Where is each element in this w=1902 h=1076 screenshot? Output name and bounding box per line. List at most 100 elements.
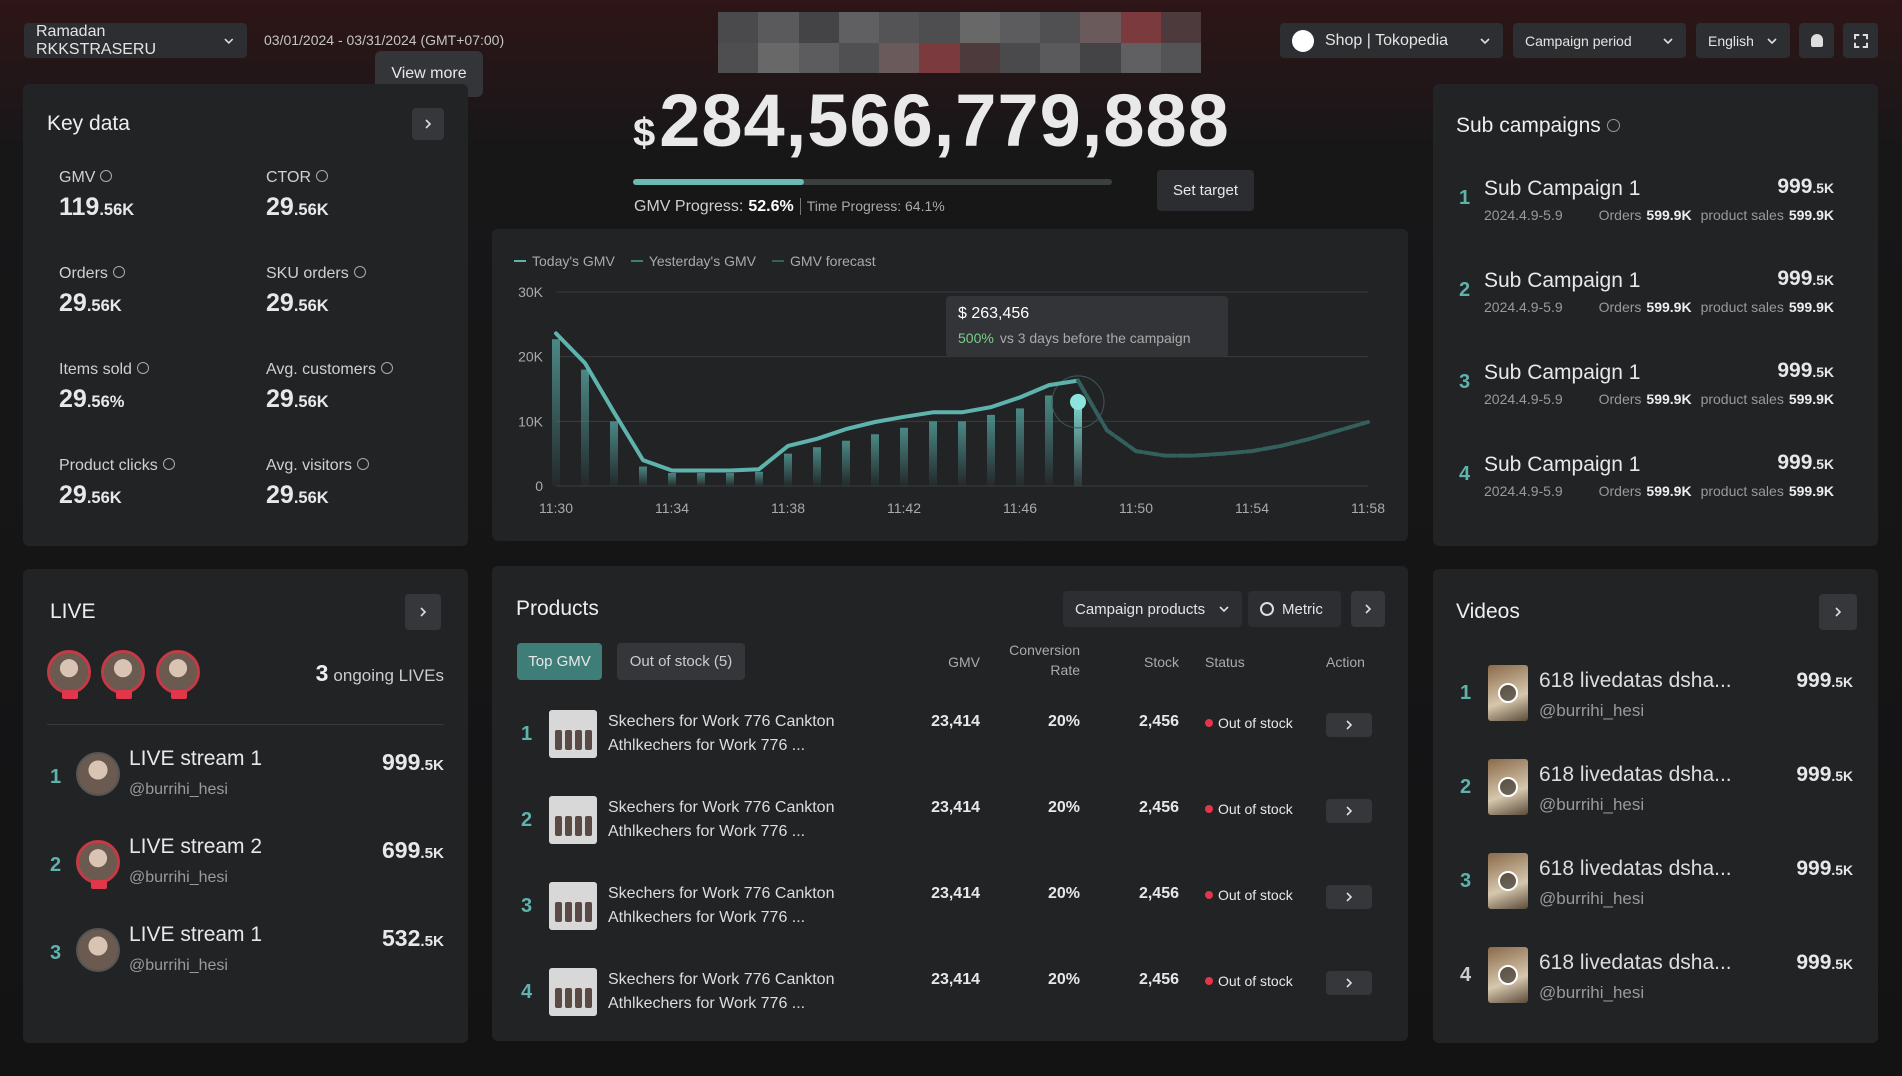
bar [1016, 408, 1024, 486]
metric-value: 29.56% [59, 385, 125, 413]
period-dropdown[interactable]: Campaign period [1513, 23, 1686, 58]
period-label: Campaign period [1525, 32, 1632, 49]
action-button[interactable] [1326, 713, 1372, 737]
rank: 4 [1459, 463, 1471, 485]
bar [1045, 395, 1053, 486]
metric-value: 29.56K [59, 289, 122, 317]
bell-button[interactable] [1799, 23, 1834, 58]
product-gmv: 23,414 [931, 885, 980, 902]
rank: 2 [50, 854, 62, 876]
help-icon [316, 170, 329, 182]
ongoing-count: 3 [315, 660, 329, 686]
bottle [574, 816, 582, 836]
banner-cell [879, 12, 920, 43]
product-name: Skechers for Work 776 Cankton Athlkecher… [608, 971, 835, 1012]
y-tick-label: 20K [518, 349, 544, 365]
legend-swatch [772, 260, 785, 262]
more-button[interactable] [412, 108, 444, 140]
more-button[interactable] [1819, 594, 1857, 630]
banner-cell [959, 12, 1000, 43]
live-badge [91, 880, 107, 889]
x-tick-label: 11:58 [1351, 500, 1385, 516]
metric-label-text: Orders [59, 265, 108, 282]
language-dropdown[interactable]: English [1696, 23, 1790, 58]
avatar [76, 840, 120, 889]
metric-button[interactable]: Metric [1248, 591, 1341, 627]
gmv-progress-value: 52.6% [748, 198, 794, 215]
live-panel: LIVE 3 ongoing LIVEs 1 LIVE stream 1 @burrihi… [23, 569, 468, 1043]
tab-active[interactable]: Top GMV [517, 643, 602, 680]
progress-text: GMV Progress: 52.6% Time Progress: 64.1% [634, 198, 945, 216]
stream-handle: @burrihi_hesi [129, 869, 228, 886]
bottle [574, 988, 582, 1008]
campaign-date: 2024.4.9-5.9 [1484, 483, 1563, 499]
value-decimal: .56K [293, 393, 329, 411]
chevron-icon [1835, 607, 1842, 617]
play-icon [1498, 965, 1518, 985]
gmv-chart-panel: 0 10K 20K 30K 11:30 11:34 11:38 11:42 11:46 11:50… [492, 229, 1408, 541]
panel-title: Videos [1456, 600, 1520, 623]
orders-label: Orders [1598, 207, 1642, 223]
video-thumbnail [1488, 853, 1528, 909]
legend-swatch [514, 260, 526, 262]
campaign-stats: Orders 599.9K product sales 599.9K [1599, 483, 1834, 499]
campaign-date: 2024.4.9-5.9 [1484, 391, 1563, 407]
shop-dropdown[interactable]: Shop | Tokopedia [1280, 23, 1503, 58]
bottle [554, 988, 562, 1008]
x-tick-label: 11:38 [771, 500, 805, 516]
set-target-button[interactable]: Set target [1157, 170, 1254, 211]
bottle [554, 730, 562, 750]
campaign-dropdown[interactable]: Ramadan RKKSTRASERU [24, 23, 247, 58]
y-tick-label: 10K [518, 413, 544, 429]
rank: 1 [1460, 682, 1472, 704]
chevron-path [1219, 606, 1229, 613]
metric-label-text: Items sold [59, 361, 132, 378]
more-button[interactable] [405, 594, 441, 630]
status-text: Out of stock [1218, 715, 1293, 731]
banner-cell [999, 12, 1040, 43]
action-button[interactable] [1326, 971, 1372, 995]
metric-label-text: Product clicks [59, 457, 158, 474]
more-button[interactable] [1351, 591, 1385, 627]
rank: 4 [1460, 964, 1472, 986]
legend-label: GMV forecast [790, 253, 876, 269]
chevron-path [420, 607, 427, 617]
help-icon [1607, 119, 1620, 132]
fullscreen-button[interactable] [1843, 23, 1878, 58]
gmv-total: $284,566,779,888 [633, 78, 1230, 163]
x-tick-label: 11:30 [539, 500, 573, 516]
bar [668, 473, 676, 486]
help-icon [162, 458, 175, 470]
shop-name: Shop | Tokopedia [1324, 31, 1449, 49]
product-status: Out of stock [1205, 973, 1293, 989]
action-button[interactable] [1326, 885, 1372, 909]
divider [47, 724, 444, 725]
video-title: 618 livedatas dsha... [1539, 951, 1732, 974]
filter-dropdown[interactable]: Campaign products [1063, 591, 1242, 627]
status-text: Out of stock [1218, 973, 1293, 989]
bar [784, 453, 792, 486]
banner-cell [798, 42, 839, 73]
sales-label: product sales [1700, 299, 1784, 315]
column-header: GMV [948, 654, 980, 670]
chart-tooltip: $ 263,456 500% vs 3 days before the campai… [946, 296, 1228, 357]
video-value: 999.5K [1796, 857, 1853, 880]
bar [958, 421, 966, 486]
action-button[interactable] [1326, 799, 1372, 823]
campaign-name: Sub Campaign 1 [1484, 453, 1641, 476]
campaign-value: 999.5K [1777, 175, 1834, 198]
campaign-stats: Orders 599.9K product sales 599.9K [1599, 299, 1834, 315]
tab[interactable]: Out of stock (5) [617, 643, 745, 680]
bottle [554, 816, 562, 836]
product-status: Out of stock [1205, 715, 1293, 731]
bar [900, 427, 908, 486]
legend-item: GMV forecast [772, 253, 876, 269]
status-text: Out of stock [1218, 801, 1293, 817]
bar [755, 471, 763, 486]
banner-cell [718, 12, 759, 43]
date-range: 03/01/2024 - 03/31/2024 (GMT+07:00) [264, 32, 505, 48]
chevron-icon [1365, 604, 1372, 614]
column-header: Stock [1143, 654, 1179, 670]
help-icon [112, 266, 125, 278]
